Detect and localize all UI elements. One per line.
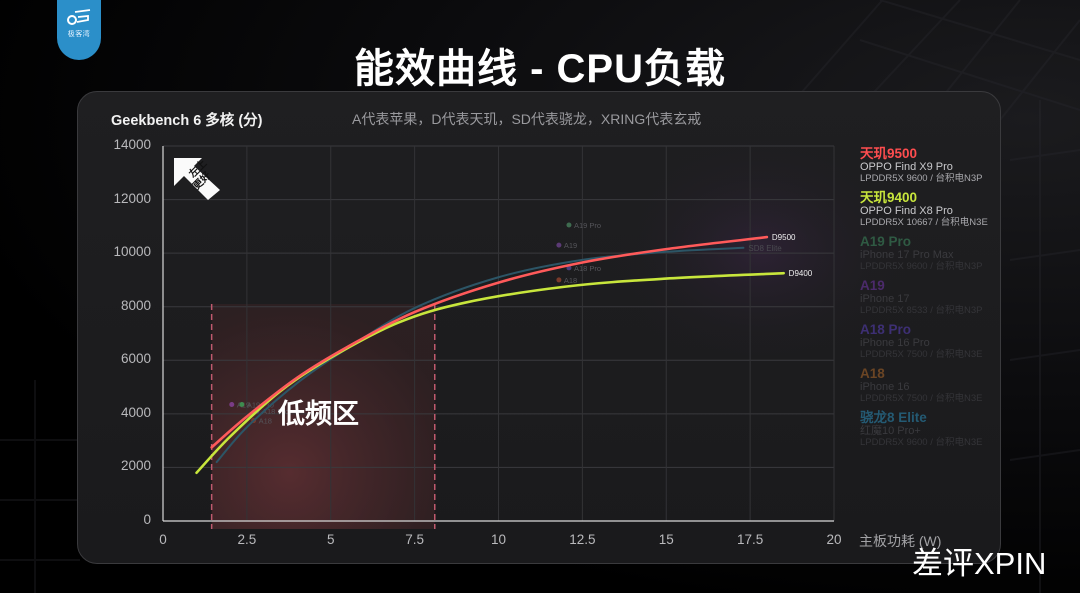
legend-spec: LPDDR5X 9600 / 台积电N3P bbox=[860, 261, 983, 272]
legend-device: OPPO Find X9 Pro bbox=[860, 161, 953, 173]
y-tick-label: 4000 bbox=[120, 404, 151, 420]
legend-item: A18 iPhone 16 LPDDR5X 7500 / 台积电N3E bbox=[860, 366, 1000, 405]
legend-device: 红魔10 Pro+ bbox=[860, 425, 921, 437]
legend-spec: LPDDR5X 7500 / 台积电N3E bbox=[860, 349, 983, 360]
data-point bbox=[556, 242, 562, 248]
watermark: 差评XPIN bbox=[912, 546, 1047, 581]
legend-item: 骁龙8 Elite 红魔10 Pro+ LPDDR5X 9600 / 台积电N3E bbox=[860, 410, 1000, 449]
svg-text:A18: A18 bbox=[564, 276, 577, 285]
legend-spec: LPDDR5X 9600 / 台积电N3P bbox=[860, 173, 983, 184]
legend-item: 天玑9400 OPPO Find X8 Pro LPDDR5X 10667 / 台积… bbox=[860, 190, 1000, 229]
legend-chip-name: 天玑9500 bbox=[860, 146, 918, 161]
series-end-label: SD8 Elite bbox=[748, 244, 782, 253]
legend-chip-name: A18 Pro bbox=[860, 322, 912, 337]
page-title: 能效曲线 - CPU负载 bbox=[354, 47, 726, 91]
legend-device: iPhone 16 bbox=[860, 381, 910, 393]
gear-chip-icon bbox=[67, 9, 91, 25]
legend-chip-name: A18 bbox=[860, 366, 885, 381]
legend-device: iPhone 17 bbox=[860, 293, 910, 305]
x-tick-label: 10 bbox=[490, 532, 507, 547]
y-tick-label: 8000 bbox=[120, 297, 151, 313]
legend-device: OPPO Find X8 Pro bbox=[860, 205, 953, 217]
series-end-label: D9500 bbox=[772, 233, 796, 242]
x-tick-label: 2.5 bbox=[237, 532, 257, 547]
low-frequency-label: 低频区 bbox=[277, 399, 359, 430]
y-tick-label: 0 bbox=[143, 512, 151, 527]
x-tick-label: 0 bbox=[159, 532, 167, 547]
y-tick-label: 14000 bbox=[113, 137, 151, 152]
chart-legend: 天玑9500 OPPO Find X9 Pro LPDDR5X 9600 / 台积电… bbox=[860, 146, 1000, 454]
x-axis-title: 主板功耗 (W) bbox=[859, 533, 942, 549]
y-tick-label: 2000 bbox=[120, 458, 151, 474]
svg-text:A19 Pro: A19 Pro bbox=[574, 221, 601, 230]
series-line-d9400 bbox=[195, 271, 785, 475]
y-tick-label: 6000 bbox=[120, 351, 151, 367]
series-end-label: D9400 bbox=[789, 269, 813, 278]
data-point bbox=[239, 401, 245, 407]
legend-item: A19 iPhone 17 LPDDR5X 8533 / 台积电N3P bbox=[860, 278, 1000, 317]
logo-text: 极客湾 bbox=[67, 31, 91, 38]
legend-chip-name: A19 bbox=[860, 278, 885, 293]
legend-item: 天玑9500 OPPO Find X9 Pro LPDDR5X 9600 / 台积电… bbox=[860, 146, 1000, 185]
legend-item: A18 Pro iPhone 16 Pro LPDDR5X 7500 / 台积电N3… bbox=[860, 322, 1000, 361]
svg-text:A18 Pro: A18 Pro bbox=[262, 407, 289, 416]
data-point bbox=[229, 401, 235, 407]
legend-spec: LPDDR5X 7500 / 台积电N3E bbox=[860, 393, 983, 404]
x-tick-label: 7.5 bbox=[405, 532, 425, 547]
x-tick-label: 20 bbox=[826, 532, 842, 547]
legend-chip-name: A19 Pro bbox=[860, 234, 912, 249]
data-point bbox=[556, 277, 562, 283]
legend-spec: LPDDR5X 9600 / 台积电N3E bbox=[860, 437, 983, 448]
series-line-d9500 bbox=[210, 235, 769, 449]
legend-device: iPhone 16 Pro bbox=[860, 337, 930, 349]
x-tick-label: 15 bbox=[658, 532, 674, 547]
data-point bbox=[566, 222, 572, 228]
legend-item: A19 Pro iPhone 17 Pro Max LPDDR5X 9600 / 台… bbox=[860, 234, 1000, 273]
x-tick-label: 12.5 bbox=[569, 532, 596, 547]
svg-text:A19: A19 bbox=[564, 241, 577, 250]
y-tick-label: 12000 bbox=[113, 190, 151, 206]
arrow-up-left-icon: 左上 更好 bbox=[174, 157, 220, 200]
top-left-better-badge: 左上 更好 bbox=[172, 156, 224, 207]
chart-title: Geekbench 6 多核 (分) bbox=[111, 113, 263, 129]
legend-spec: LPDDR5X 10667 / 台积电N3E bbox=[860, 217, 988, 228]
legend-chip-name: 骁龙8 Elite bbox=[860, 410, 927, 425]
chart-subtitle: A代表苹果，D代表天玑，SD代表骁龙，XRING代表玄戒 bbox=[352, 111, 702, 127]
legend-device: iPhone 17 Pro Max bbox=[860, 249, 954, 261]
y-tick-label: 10000 bbox=[113, 244, 151, 260]
x-tick-label: 17.5 bbox=[736, 532, 764, 547]
brand-logo: 极客湾 bbox=[57, 0, 101, 60]
legend-spec: LPDDR5X 8533 / 台积电N3P bbox=[860, 305, 983, 316]
x-tick-label: 5 bbox=[326, 532, 335, 547]
svg-text:A18 Pro: A18 Pro bbox=[574, 264, 601, 273]
svg-text:A18: A18 bbox=[259, 417, 272, 426]
legend-chip-name: 天玑9400 bbox=[860, 190, 918, 205]
